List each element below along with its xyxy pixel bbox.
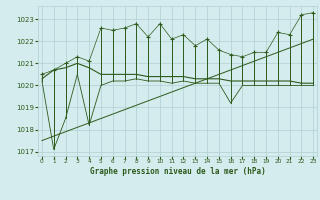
X-axis label: Graphe pression niveau de la mer (hPa): Graphe pression niveau de la mer (hPa) — [90, 167, 266, 176]
